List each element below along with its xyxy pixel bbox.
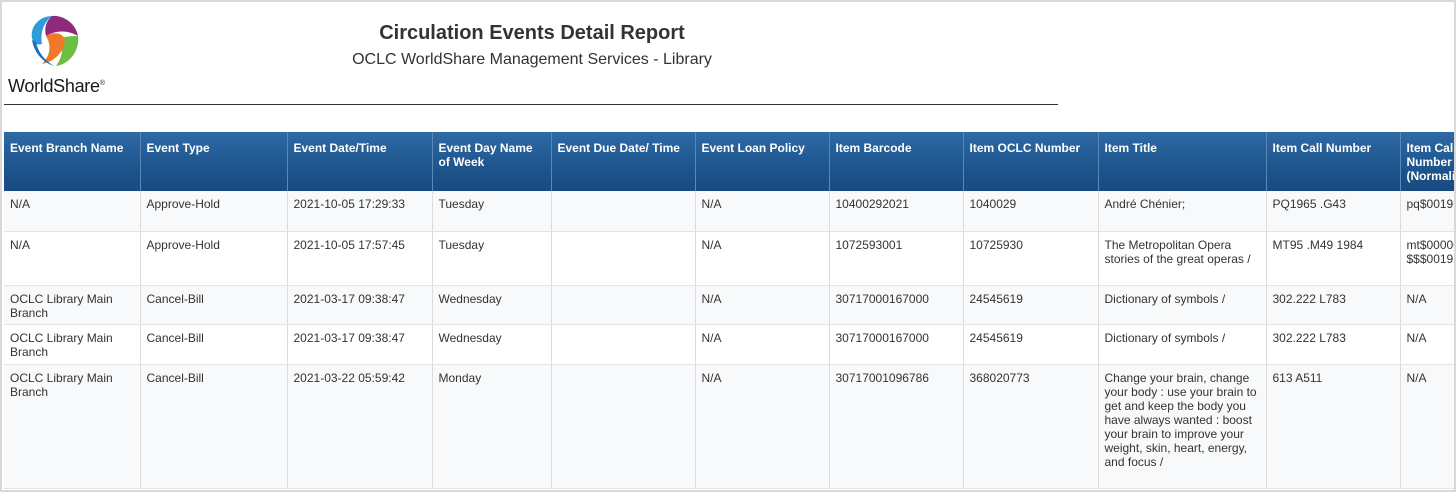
cell-event-loan-policy: N/A [695,231,830,286]
cell-event-branch-name: OCLC Library Main Branch [4,324,141,365]
column-header-event-loan-policy[interactable]: Event Loan Policy [695,132,830,191]
cell-event-branch-name: OCLC Library Main Branch [4,364,141,489]
table-row: N/A Approve-Hold 2021-10-05 17:57:45 Tue… [4,231,1454,286]
cell-item-call-number-normalized: N/A [1400,285,1454,325]
cell-item-call-number: 302.222 L783 [1266,285,1401,325]
cell-event-day-name: Wednesday [432,324,552,365]
cell-item-title: Change your brain, change your body : us… [1098,364,1267,489]
cell-event-day-name: Monday [432,364,552,489]
column-header-item-oclc-number[interactable]: Item OCLC Number [963,132,1099,191]
cell-event-due-date [551,231,696,286]
cell-item-oclc-number: 10725930 [963,231,1099,286]
cell-item-call-number-normalized: N/A [1400,324,1454,365]
cell-event-due-date [551,191,696,232]
cell-event-type: Cancel-Bill [140,285,288,325]
table-row: N/A Approve-Hold 2021-10-05 17:29:33 Tue… [4,191,1454,232]
cell-event-type: Approve-Hold [140,231,288,286]
cell-item-barcode: 30717000167000 [829,324,964,365]
cell-event-branch-name: N/A [4,191,141,232]
report-subtitle: OCLC WorldShare Management Services - Li… [352,51,712,68]
column-header-event-date-time[interactable]: Event Date/Time [287,132,433,191]
worldshare-globe-icon [26,15,80,69]
cell-item-oclc-number: 368020773 [963,364,1099,489]
cell-event-type: Cancel-Bill [140,364,288,489]
cell-event-loan-policy: N/A [695,364,830,489]
worldshare-logo: WorldShare® [6,12,116,96]
column-header-item-barcode[interactable]: Item Barcode [829,132,964,191]
cell-item-title: André Chénier; [1098,191,1267,232]
cell-event-due-date [551,285,696,325]
table-row: OCLC Library Main Branch Cancel-Bill 202… [4,324,1454,365]
column-header-item-call-number[interactable]: Item Call Number [1266,132,1401,191]
cell-event-day-name: Tuesday [432,231,552,286]
cell-event-date-time: 2021-03-22 05:59:42 [287,364,433,489]
column-header-event-branch-name[interactable]: Event Branch Name [4,132,141,191]
table-row: OCLC Library Main Branch Cancel-Bill 202… [4,285,1454,325]
cell-event-branch-name: N/A [4,231,141,286]
cell-event-loan-policy: N/A [695,191,830,232]
column-header-event-day-name[interactable]: Event Day Name of Week [432,132,552,191]
cell-event-loan-policy: N/A [695,324,830,365]
column-header-item-call-number-normalized[interactable]: Item Call Number (Normalized) [1400,132,1454,191]
cell-item-call-number: MT95 .M49 1984 [1266,231,1401,286]
cell-item-oclc-number: 24545619 [963,285,1099,325]
cell-item-oclc-number: 24545619 [963,324,1099,365]
cell-event-day-name: Wednesday [432,285,552,325]
cell-event-date-time: 2021-03-17 09:38:47 [287,324,433,365]
column-header-item-title[interactable]: Item Title [1098,132,1267,191]
cell-event-type: Cancel-Bill [140,324,288,365]
cell-event-due-date [551,364,696,489]
cell-item-title: The Metropolitan Opera stories of the gr… [1098,231,1267,286]
cell-item-call-number: PQ1965 .G43 [1266,191,1401,232]
header-divider [4,104,1058,105]
cell-event-type: Approve-Hold [140,191,288,232]
column-header-event-due-date[interactable]: Event Due Date/ Time [551,132,696,191]
cell-item-barcode: 10400292021 [829,191,964,232]
table-row: OCLC Library Main Branch Cancel-Bill 202… [4,364,1454,489]
cell-item-call-number-normalized: pq$00196 $$ [1400,191,1454,232]
report-title: Circulation Events Detail Report [379,22,685,44]
cell-event-loan-policy: N/A [695,285,830,325]
cell-item-barcode: 30717001096786 [829,364,964,489]
column-header-event-type[interactable]: Event Type [140,132,288,191]
cell-item-title: Dictionary of symbols / [1098,324,1267,365]
cell-item-barcode: 1072593001 [829,231,964,286]
cell-item-call-number: 302.222 L783 [1266,324,1401,365]
cell-event-date-time: 2021-10-05 17:57:45 [287,231,433,286]
cell-item-barcode: 30717000167000 [829,285,964,325]
cell-item-oclc-number: 1040029 [963,191,1099,232]
cell-item-call-number-normalized: N/A [1400,364,1454,489]
cell-event-branch-name: OCLC Library Main Branch [4,285,141,325]
cell-event-date-time: 2021-10-05 17:29:33 [287,191,433,232]
logo-wordmark: WorldShare® [8,76,105,96]
table-header-row: Event Branch Name Event Type Event Date/… [4,132,1454,191]
cell-item-call-number: 613 A511 [1266,364,1401,489]
cell-item-call-number-normalized: mt$00000 $$$00196 [1400,231,1454,286]
cell-event-date-time: 2021-03-17 09:38:47 [287,285,433,325]
cell-event-day-name: Tuesday [432,191,552,232]
cell-event-due-date [551,324,696,365]
cell-item-title: Dictionary of symbols / [1098,285,1267,325]
circulation-events-table: Event Branch Name Event Type Event Date/… [4,132,1454,489]
